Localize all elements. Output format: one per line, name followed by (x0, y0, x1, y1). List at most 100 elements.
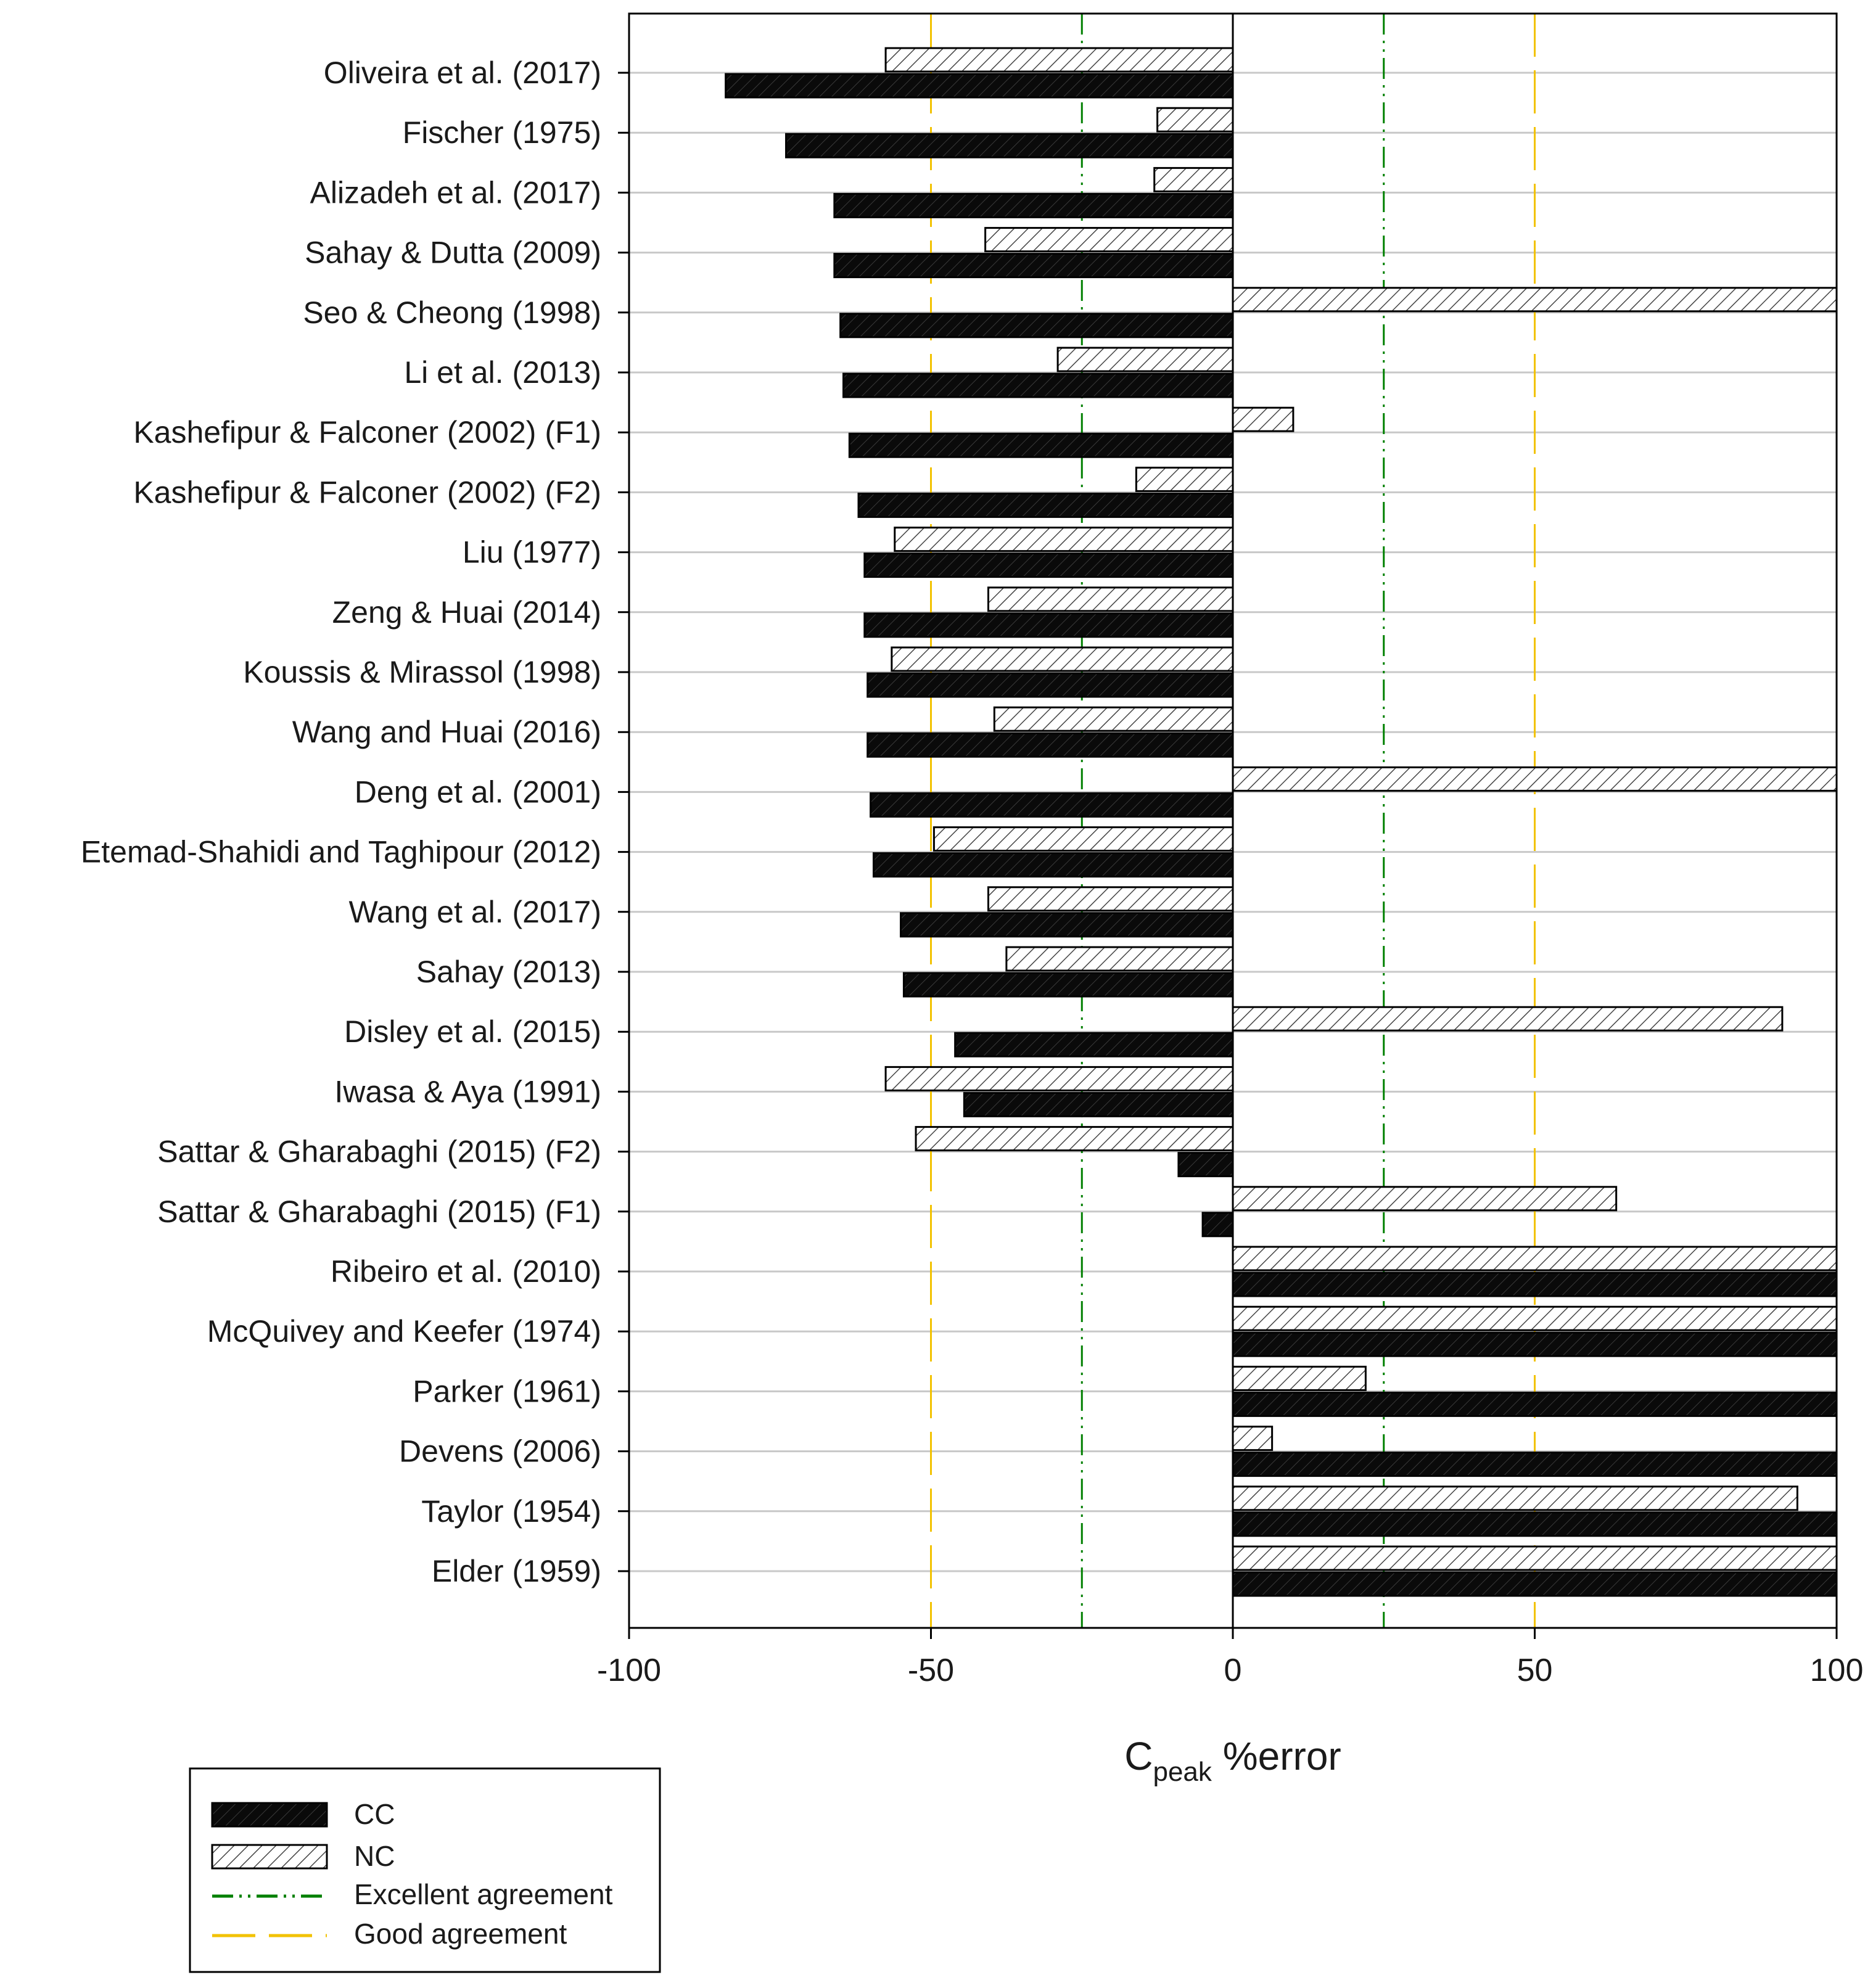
bar-nc (987, 586, 1234, 612)
category-label: Kashefipur & Falconer (2002) (F2) (133, 475, 601, 509)
legend-label-excellent: Excellent agreement (354, 1878, 613, 1910)
reference-lines (930, 14, 1536, 1628)
bar-cc (870, 792, 1234, 818)
category-label: Seo & Cheong (1998) (303, 295, 601, 330)
x-tick-label: 50 (1517, 1653, 1553, 1688)
category-label: Wang et al. (2017) (349, 895, 601, 929)
bars (725, 47, 1838, 1597)
category-label: Wang and Huai (2016) (292, 715, 601, 749)
bar-cc (725, 73, 1234, 99)
bar-cc (863, 552, 1234, 578)
bar-nc (1135, 466, 1234, 492)
bar-cc (954, 1032, 1234, 1058)
bar-cc (867, 732, 1234, 758)
bar-cc (863, 612, 1234, 638)
plot-area (628, 12, 1838, 1629)
bar-nc (1232, 1305, 1838, 1331)
bar-nc (993, 706, 1234, 732)
bar-nc (1232, 766, 1838, 792)
bar-nc (1232, 1006, 1784, 1032)
legend-label-good: Good agreement (354, 1918, 567, 1950)
category-label: Elder (1959) (432, 1554, 601, 1588)
bar-nc (1156, 107, 1234, 133)
category-label: Kashefipur & Falconer (2002) (F1) (133, 415, 601, 450)
bar-cc (842, 372, 1234, 398)
category-label: Etemad-Shahidi and Taghipour (2012) (81, 835, 601, 869)
category-label: Sahay & Dutta (2009) (305, 236, 601, 270)
bar-nc (915, 1126, 1234, 1152)
bar-cc (902, 972, 1234, 998)
bar-cc (857, 492, 1234, 518)
category-label: Ribeiro et al. (2010) (331, 1254, 601, 1289)
category-label: Devens (2006) (399, 1434, 601, 1469)
bar-cc (1232, 1511, 1838, 1537)
bar-nc (1232, 1426, 1274, 1452)
category-label: Disley et al. (2015) (344, 1014, 601, 1049)
legend-swatch-nc (211, 1844, 328, 1870)
bar-nc (1232, 1246, 1838, 1271)
category-label: Zeng & Huai (2014) (332, 595, 601, 630)
bar-cc (833, 192, 1234, 218)
x-axis-title-rest: %error (1212, 1734, 1341, 1778)
x-axis-title-sub: peak (1153, 1757, 1212, 1787)
x-tick-label: -100 (597, 1653, 661, 1688)
bar-cc (1201, 1212, 1234, 1238)
bar-cc (833, 253, 1234, 279)
bar-cc (1232, 1391, 1838, 1417)
bar-nc (1232, 287, 1838, 313)
y-axis: Oliveira et al. (2017) Fischer (1975) Aliz… (81, 55, 629, 1588)
category-label: Li et al. (2013) (404, 355, 601, 390)
bar-nc (1232, 406, 1295, 432)
bar-nc (987, 886, 1234, 912)
category-label: Sattar & Gharabaghi (2015) (F2) (157, 1135, 601, 1169)
category-label: McQuivey and Keefer (1974) (207, 1314, 601, 1349)
category-label: Koussis & Mirassol (1998) (243, 655, 601, 689)
bar-cc (839, 313, 1234, 339)
bar-cc (785, 133, 1234, 158)
bar-nc (1232, 1545, 1838, 1571)
category-label: Sattar & Gharabaghi (2015) (F1) (157, 1194, 601, 1229)
category-label: Liu (1977) (463, 535, 601, 570)
bar-nc (1005, 946, 1234, 972)
category-label: Fischer (1975) (403, 115, 601, 150)
bar-nc (1232, 1485, 1798, 1511)
x-axis: -100 -50 0 50 100 (597, 1628, 1863, 1688)
bar-nc (884, 47, 1234, 73)
category-label: Deng et al. (2001) (355, 774, 601, 809)
legend-label-cc: CC (354, 1798, 395, 1830)
x-tick-label: 0 (1224, 1653, 1242, 1688)
bar-nc (894, 527, 1234, 552)
bar-cc (1232, 1452, 1838, 1477)
bar-cc (872, 852, 1234, 878)
bar-nc (884, 1066, 1234, 1091)
category-label: Iwasa & Aya (1991) (334, 1074, 601, 1109)
category-label: Taylor (1954) (421, 1494, 601, 1529)
bar-cc (848, 432, 1234, 458)
category-label: Parker (1961) (413, 1374, 601, 1408)
bar-cc (1232, 1331, 1838, 1357)
bar-cc (963, 1091, 1234, 1117)
legend-swatch-cc (211, 1802, 328, 1828)
x-axis-title: Cpeak %error (1124, 1734, 1341, 1787)
bar-nc (1153, 166, 1234, 192)
bar-nc (1232, 1365, 1367, 1391)
x-axis-title-main: C (1124, 1734, 1153, 1778)
legend-label-nc: NC (354, 1840, 395, 1872)
x-tick-label: -50 (908, 1653, 954, 1688)
bar-nc (1056, 347, 1234, 372)
bar-cc (1232, 1571, 1838, 1597)
category-label: Sahay (2013) (416, 955, 601, 989)
bar-nc (1232, 1186, 1618, 1212)
x-tick-label: 100 (1810, 1653, 1864, 1688)
bar-cc (867, 672, 1234, 698)
category-label: Oliveira et al. (2017) (324, 55, 601, 90)
bar-nc (932, 826, 1234, 852)
bar-cc (1177, 1152, 1234, 1178)
bar-nc (984, 227, 1234, 253)
bar-cc (900, 912, 1234, 938)
bar-cc (1232, 1271, 1838, 1297)
bar-nc (891, 646, 1234, 672)
legend: CC NC Excellent agreement Good agreement (189, 1767, 661, 1973)
category-label: Alizadeh et al. (2017) (310, 175, 601, 210)
